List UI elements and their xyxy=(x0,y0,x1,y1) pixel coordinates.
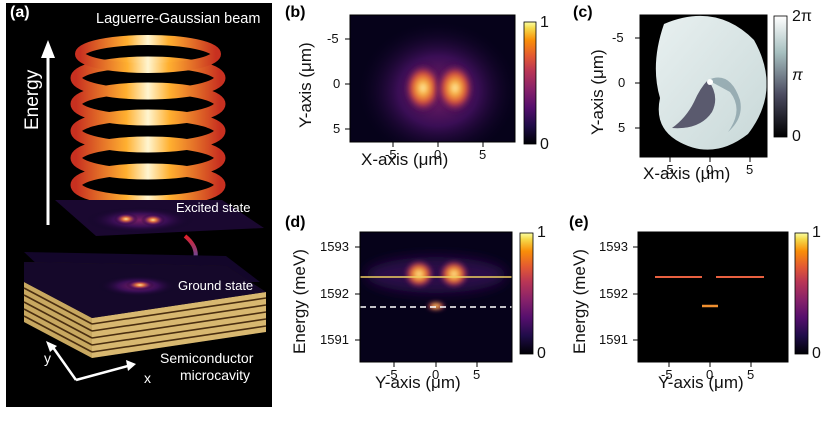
panel-c-cbar-max: 2π xyxy=(792,8,812,25)
ring-1 xyxy=(75,35,221,73)
ring-3 xyxy=(70,82,226,126)
x-axis-label: x xyxy=(144,370,151,386)
panel-e-letter: (e) xyxy=(569,214,589,231)
excited-state-label: Excited state xyxy=(176,200,251,215)
panel-b-frame xyxy=(349,14,516,143)
panel-d-colorbar xyxy=(519,232,534,355)
panel-d-xtick-1: -5 xyxy=(386,367,398,382)
excited-lobe-left xyxy=(114,213,138,225)
panel-c-ylabel: Y-axis (μm) xyxy=(588,49,607,135)
lg-beam-rings xyxy=(70,35,226,207)
beam-label: Laguerre-Gaussian beam xyxy=(96,11,261,27)
panel-c-cbar-mid: π xyxy=(792,67,803,84)
panel-d-letter: (d) xyxy=(285,214,306,231)
y-axis-arrowhead xyxy=(46,341,57,352)
panel-e-colorbar xyxy=(794,232,809,355)
panel-e-xtick-2: 0 xyxy=(706,367,714,382)
panel-e-xtick-1: -5 xyxy=(661,367,673,382)
panel-a-letter: (a) xyxy=(10,4,30,21)
panel-d-excited-lobe-right xyxy=(438,259,470,289)
panel-e-cbar-max: 1 xyxy=(812,224,821,241)
panel-d-halo xyxy=(366,257,506,293)
excited-haze xyxy=(86,207,194,233)
panel-c-xlabel: X-axis (μm) xyxy=(643,164,731,183)
panel-b xyxy=(349,14,537,145)
panel-b-ytick-3: 5 xyxy=(333,121,341,136)
ground-state-label: Ground state xyxy=(178,278,254,293)
panel-d-plot-area xyxy=(360,232,512,362)
panel-b-ytick-2: 0 xyxy=(333,76,341,91)
panel-a xyxy=(6,3,272,407)
panel-d-cbar-max: 1 xyxy=(537,224,546,241)
panel-c-letter: (c) xyxy=(573,4,593,21)
device-label-line1: Semiconductor xyxy=(160,350,254,366)
panel-b-letter: (b) xyxy=(285,4,306,21)
panel-b-cbar-min: 0 xyxy=(540,136,549,153)
panel-d-xtick-3: 5 xyxy=(473,367,481,382)
panel-d-ytick-3: 1591 xyxy=(320,332,349,347)
panel-d-ytick-1: 1593 xyxy=(320,239,349,254)
panel-e-plot-area xyxy=(638,232,788,362)
panel-e-cbar-min: 0 xyxy=(812,345,821,362)
x-axis-arrow xyxy=(75,364,129,382)
panel-c-xtick-2: 0 xyxy=(706,162,714,177)
panel-e-xtick-3: 5 xyxy=(747,367,755,382)
panel-d xyxy=(359,231,534,363)
panel-b-lobe-left xyxy=(403,62,443,114)
panel-b-xtick-2: 0 xyxy=(434,147,442,162)
panel-c-phase-swirl xyxy=(708,77,741,132)
panel-d-ylabel: Energy (meV) xyxy=(290,249,309,354)
panel-c-ytick-3: 5 xyxy=(618,120,626,135)
tick-marks xyxy=(345,37,752,367)
panel-b-xlabel: X-axis (μm) xyxy=(361,150,449,169)
panel-c-xtick-1: -5 xyxy=(662,162,674,177)
y-axis-label: y xyxy=(44,350,51,366)
panel-b-ylabel: Y-axis (μm) xyxy=(296,42,315,128)
panel-d-ground-lobe xyxy=(426,301,446,311)
panel-b-cbar-max: 1 xyxy=(540,14,549,31)
energy-arrow-head xyxy=(41,40,55,58)
panel-c-frame xyxy=(639,14,768,158)
panel-d-cbar-min: 0 xyxy=(537,345,546,362)
panel-c-xtick-3: 5 xyxy=(746,162,754,177)
panel-c-colorbar xyxy=(773,15,788,138)
panel-d-xlabel: Y-axis (μm) xyxy=(375,373,461,392)
energy-label: Energy xyxy=(22,69,43,130)
y-axis-arrow xyxy=(50,345,78,381)
panel-b-colorbar xyxy=(523,21,537,145)
panel-d-ytick-2: 1592 xyxy=(320,286,349,301)
panel-e xyxy=(637,231,809,363)
panel-e-ylabel: Energy (meV) xyxy=(570,249,589,354)
panel-e-frame xyxy=(637,231,789,363)
panel-b-xtick-3: 5 xyxy=(479,147,487,162)
device-label-line2: microcavity xyxy=(180,367,251,383)
ring-2 xyxy=(70,56,226,100)
panel-d-excited-lobe-left xyxy=(403,259,435,289)
panel-d-xtick-2: 0 xyxy=(432,367,440,382)
panel-c-cbar-min: 0 xyxy=(792,128,801,145)
microcavity-stack xyxy=(23,262,267,358)
panel-e-ytick-3: 1591 xyxy=(599,332,628,347)
panel-c-vortex-core xyxy=(707,79,713,85)
panel-e-ytick-2: 1592 xyxy=(599,286,628,301)
panel-c xyxy=(639,14,788,158)
excited-lobe-right xyxy=(141,214,165,226)
panel-b-xtick-1: -5 xyxy=(385,147,397,162)
panel-c-ytick-1: -5 xyxy=(612,30,624,45)
panel-c-ytick-2: 0 xyxy=(618,75,626,90)
panel-e-ytick-1: 1593 xyxy=(599,239,628,254)
panel-c-vortex-arm xyxy=(672,80,716,129)
panel-b-lobe-right xyxy=(435,62,475,114)
panel-e-xlabel: Y-axis (μm) xyxy=(658,373,744,392)
panel-b-ytick-1: -5 xyxy=(327,31,339,46)
x-axis-arrowhead xyxy=(126,360,136,371)
